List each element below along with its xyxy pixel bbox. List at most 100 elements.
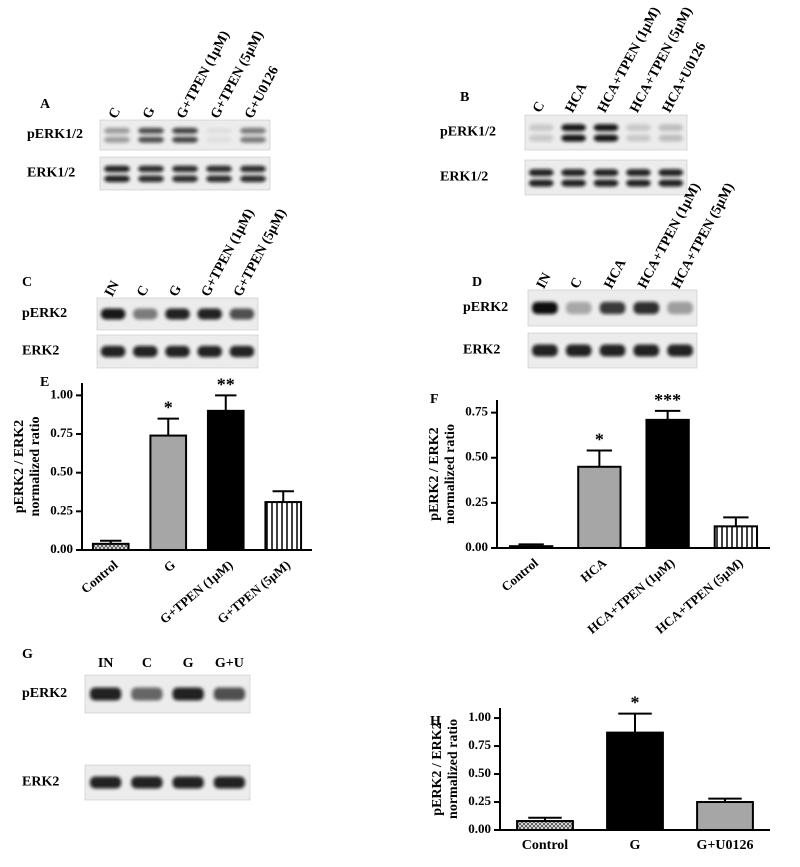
band (658, 134, 684, 142)
y-axis-label: normalized ratio (443, 424, 458, 524)
panel-label: F (430, 392, 439, 407)
x-tick-label: G+U0126 (697, 838, 754, 853)
row-label: pERK1/2 (27, 127, 83, 142)
significance: * (595, 430, 604, 450)
band (240, 165, 266, 173)
y-tick-label: 0.50 (465, 449, 488, 464)
row-label: pERK2 (22, 686, 67, 701)
row-label: pERK1/2 (440, 125, 496, 140)
significance: * (631, 693, 640, 713)
bar (264, 501, 303, 552)
band (165, 308, 190, 320)
panel-label: H (430, 714, 441, 729)
lane-label: C (134, 283, 152, 299)
y-tick-label: 0.75 (50, 425, 73, 440)
y-axis-label: pERK2 / ERK2 (12, 420, 27, 513)
band (206, 136, 232, 143)
band (100, 308, 126, 320)
band (89, 776, 122, 789)
band (138, 127, 164, 134)
panel-label: G (22, 647, 33, 662)
blot-strip (99, 156, 271, 191)
bar (696, 801, 754, 832)
band (172, 687, 204, 701)
band (528, 179, 554, 187)
band (561, 169, 586, 177)
panel-label: C (22, 275, 32, 290)
band (565, 301, 592, 315)
lane-label: G (167, 283, 185, 300)
panel-label: A (40, 97, 51, 112)
lane-label: HCA (602, 256, 630, 291)
row-label: ERK2 (22, 344, 59, 359)
y-tick-label: 0.50 (468, 765, 491, 780)
bar (713, 525, 759, 550)
panel-label: E (40, 375, 49, 390)
band (667, 344, 693, 357)
y-tick-label: 1.00 (50, 386, 73, 401)
band (593, 169, 619, 177)
band (138, 165, 164, 173)
band (206, 175, 232, 183)
significance: *** (654, 390, 681, 410)
significance: ** (217, 374, 235, 394)
bar (508, 545, 554, 550)
band (528, 169, 554, 177)
band (633, 301, 660, 315)
y-tick-label: 1.00 (468, 709, 491, 724)
band (104, 175, 130, 183)
x-tick-label: G (161, 557, 178, 575)
band (658, 124, 684, 132)
band (172, 127, 198, 134)
row-label: ERK2 (463, 343, 500, 358)
band (240, 175, 266, 183)
band (172, 175, 198, 183)
band (626, 124, 651, 132)
band (89, 687, 122, 701)
blot-strip (524, 114, 688, 151)
band (532, 301, 558, 315)
band (528, 124, 554, 132)
band (593, 124, 619, 132)
bar (206, 409, 245, 552)
band (172, 165, 198, 173)
band (172, 776, 204, 789)
band (599, 344, 626, 357)
lane-label: G+U0126 (242, 64, 282, 121)
band (240, 136, 266, 143)
y-tick-label: 0.75 (468, 737, 491, 752)
y-tick-label: 0.25 (50, 502, 73, 517)
lane-label: HCA+TPEN (1μM) (635, 180, 704, 291)
band (131, 687, 163, 701)
y-axis-label: normalized ratio (28, 417, 43, 517)
lane-label: IN (102, 279, 123, 300)
panel-label: B (460, 90, 469, 105)
lane-label: G (140, 105, 158, 122)
lane-label: IN (534, 271, 555, 292)
band (197, 308, 222, 320)
x-tick-label: Control (498, 555, 541, 594)
band (240, 127, 266, 134)
y-tick-label: 0.50 (50, 464, 73, 479)
row-label: ERK2 (22, 775, 59, 790)
band (229, 308, 255, 320)
band (658, 169, 684, 177)
x-tick-label: HCA (577, 555, 609, 585)
band (206, 165, 232, 173)
bar (606, 731, 664, 831)
band (133, 345, 158, 358)
x-tick-label: Control (78, 557, 121, 596)
x-tick-label: G (630, 838, 641, 853)
bar (149, 434, 188, 551)
band (104, 136, 130, 143)
band (658, 179, 684, 187)
band (626, 134, 651, 142)
band (213, 776, 246, 789)
band (131, 776, 163, 789)
lane-label: C (106, 105, 124, 121)
band (599, 301, 626, 315)
panel-label: D (472, 275, 482, 290)
y-tick-label: 0.25 (465, 494, 488, 509)
band (532, 344, 558, 357)
band (165, 345, 190, 358)
